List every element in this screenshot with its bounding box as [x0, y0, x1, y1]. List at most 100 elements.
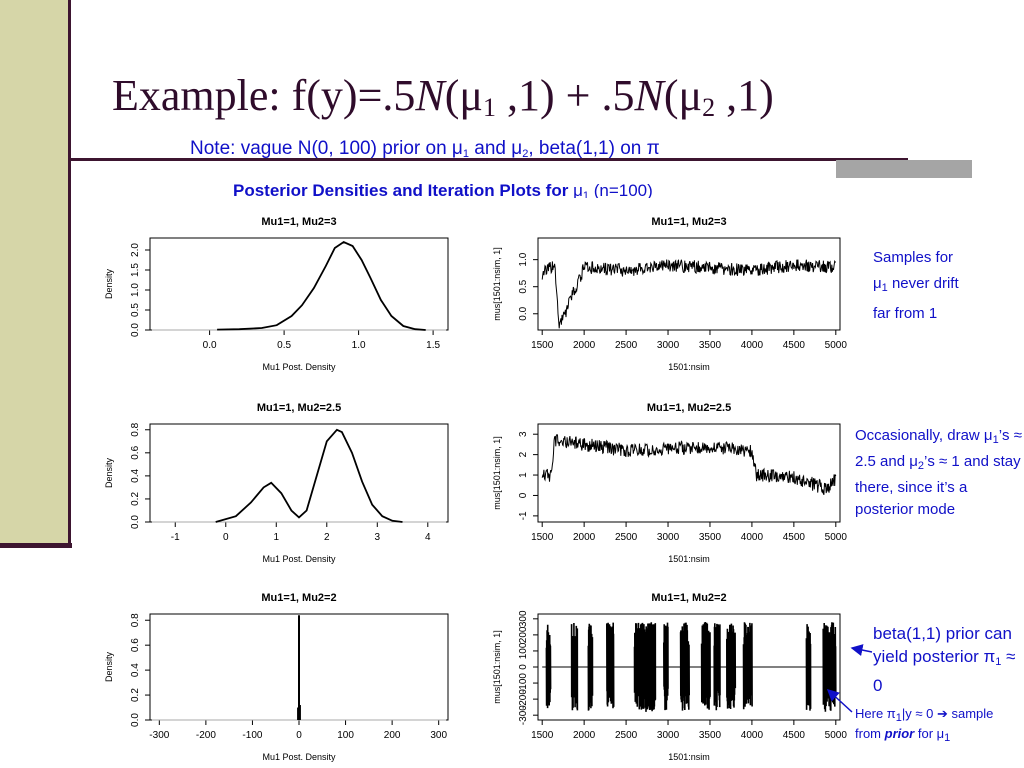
y-tick-label: 1 — [518, 472, 529, 478]
y-tick-label: 1.0 — [518, 252, 529, 266]
panel-title: Mu1=1, Mu2=2.5 — [647, 402, 731, 414]
y-tick-label: 0.0 — [130, 323, 141, 337]
y-tick-label: 100 — [518, 642, 529, 659]
arrow-to-burst-plot — [850, 644, 873, 656]
callout-sample-prior: Here π1|y ≈ 0 ➔ sample from prior for μ1 — [855, 706, 1015, 746]
y-tick-label: 0.5 — [518, 279, 529, 293]
y-tick-label: -300 — [518, 705, 529, 725]
callout-2-sub1: 1 — [992, 434, 999, 446]
callout-beta-prior: beta(1,1) prior can yield posterior π1 ≈… — [873, 622, 1023, 697]
title-sub2: 2 — [702, 93, 716, 122]
x-tick-label: 2500 — [615, 532, 638, 543]
callout-3-sub: 1 — [995, 656, 1002, 668]
chart-panel-6: Mu1=1, Mu2=2 1501:nsim mus[1501:nsim, 1] 15… — [492, 592, 847, 762]
trace-burst — [822, 622, 837, 712]
callout-4-a: Here π — [855, 706, 896, 721]
callout-mode: Occasionally, draw μ1’s ≈ 2.5 and μ2’s ≈… — [855, 425, 1023, 521]
y-axis-label: Density — [104, 651, 114, 682]
y-tick-label: -100 — [518, 673, 529, 693]
left-accent-bar — [0, 0, 71, 545]
chart-panel-3: Mu1=1, Mu2=2.5 Mu1 Post. Density Density -1… — [104, 402, 449, 564]
x-tick-label: 100 — [337, 730, 354, 741]
callout-4-sub1: 1 — [895, 712, 902, 724]
x-tick-label: 4000 — [741, 730, 764, 741]
density-curve — [215, 428, 403, 523]
callout-4-b: |y ≈ 0 ➔ sample from — [855, 706, 994, 741]
plot-frame — [537, 237, 841, 331]
trace-burst — [633, 622, 657, 712]
y-tick-label: 200 — [518, 626, 529, 643]
x-tick-label: 2000 — [573, 730, 596, 741]
x-tick-label: 0 — [296, 730, 302, 741]
x-tick-label: -100 — [242, 730, 262, 741]
density-curve — [217, 240, 426, 331]
trace-burst — [726, 623, 737, 710]
x-tick-label: 3000 — [657, 730, 680, 741]
chart-panel-5: Mu1=1, Mu2=2 Mu1 Post. Density Density -300… — [104, 592, 449, 762]
x-tick-label: 4500 — [783, 340, 806, 351]
note-text-b: and μ — [469, 138, 523, 159]
plot-frame — [537, 423, 841, 523]
panel-title: Mu1=1, Mu2=3 — [261, 216, 336, 228]
x-tick-label: 0.0 — [203, 340, 217, 351]
x-axis-label: 1501:nsim — [668, 752, 710, 762]
title-N2: N — [634, 71, 664, 120]
trace-burst — [679, 622, 690, 711]
y-tick-label: 0.5 — [130, 303, 141, 317]
y-tick-label: 2 — [518, 451, 529, 457]
x-tick-label: 1500 — [531, 730, 554, 741]
chart-panel-2: Mu1=1, Mu2=3 1501:nsim mus[1501:nsim, 1] 15… — [492, 216, 847, 372]
y-axis-label: mus[1501:nsim, 1] — [492, 436, 502, 510]
y-tick-label: 1.0 — [130, 283, 141, 297]
x-tick-label: 3000 — [657, 532, 680, 543]
arrow-to-final-burst — [826, 688, 853, 713]
left-accent-bar-foot — [0, 543, 72, 548]
x-tick-label: 5000 — [825, 532, 848, 543]
panel-title: Mu1=1, Mu2=2.5 — [257, 402, 341, 414]
y-axis-label: Density — [104, 457, 114, 488]
x-tick-label: 300 — [430, 730, 447, 741]
title-rule — [68, 158, 908, 161]
callout-3-b: ≈ 0 — [873, 647, 1016, 695]
y-tick-label: -200 — [518, 689, 529, 709]
note-text-a: Note: vague N(0, 100) prior on μ — [190, 138, 463, 159]
title-prefix: Example: f(y)=.5 — [112, 71, 416, 120]
callout-4-c: for μ — [914, 726, 945, 741]
subtitle-mu: μ — [568, 181, 583, 200]
y-axis-label: mus[1501:nsim, 1] — [492, 630, 502, 704]
y-tick-label: -1 — [518, 511, 529, 520]
y-axis-label: Density — [104, 268, 114, 299]
slide-title: Example: f(y)=.5N(μ1 ,1) + .5N(μ2 ,1) — [112, 70, 774, 123]
title-mu2: (μ — [663, 71, 703, 120]
x-tick-label: 2000 — [573, 340, 596, 351]
x-tick-label: 2 — [324, 532, 330, 543]
y-tick-label: 0.4 — [130, 663, 141, 677]
x-tick-label: 2000 — [573, 532, 596, 543]
x-tick-label: 4 — [425, 532, 431, 543]
x-tick-label: -1 — [171, 532, 180, 543]
chart-panel-4: Mu1=1, Mu2=2.5 1501:nsim mus[1501:nsim, 1]… — [492, 402, 847, 564]
y-tick-label: 0.0 — [130, 515, 141, 529]
y-tick-label: 0.8 — [130, 613, 141, 627]
x-tick-label: 3500 — [699, 532, 722, 543]
trace-line — [541, 259, 837, 329]
x-tick-label: 0 — [223, 532, 229, 543]
callout-3-a: beta(1,1) prior can yield posterior π — [873, 624, 1012, 666]
callout-2-b: ’s ≈ 2.5 and μ — [855, 427, 1022, 470]
y-axis-label: mus[1501:nsim, 1] — [492, 247, 502, 321]
x-tick-label: 3000 — [657, 340, 680, 351]
x-tick-label: 4000 — [741, 340, 764, 351]
title-mu: (μ — [444, 71, 483, 120]
subtitle-end: (n=100) — [589, 181, 653, 200]
callout-4-prior: prior — [884, 726, 915, 741]
callout-drift: Samples for μ1 never drift far from 1 — [873, 245, 1013, 327]
x-tick-label: 3 — [375, 532, 381, 543]
y-tick-label: 0.6 — [130, 445, 141, 459]
x-tick-label: -300 — [149, 730, 169, 741]
x-tick-label: 2500 — [615, 340, 638, 351]
title-N: N — [415, 71, 445, 120]
y-tick-label: 2.0 — [130, 243, 141, 257]
slide-note: Note: vague N(0, 100) prior on μ1 and μ2… — [190, 138, 660, 160]
y-tick-label: 0 — [518, 664, 529, 670]
